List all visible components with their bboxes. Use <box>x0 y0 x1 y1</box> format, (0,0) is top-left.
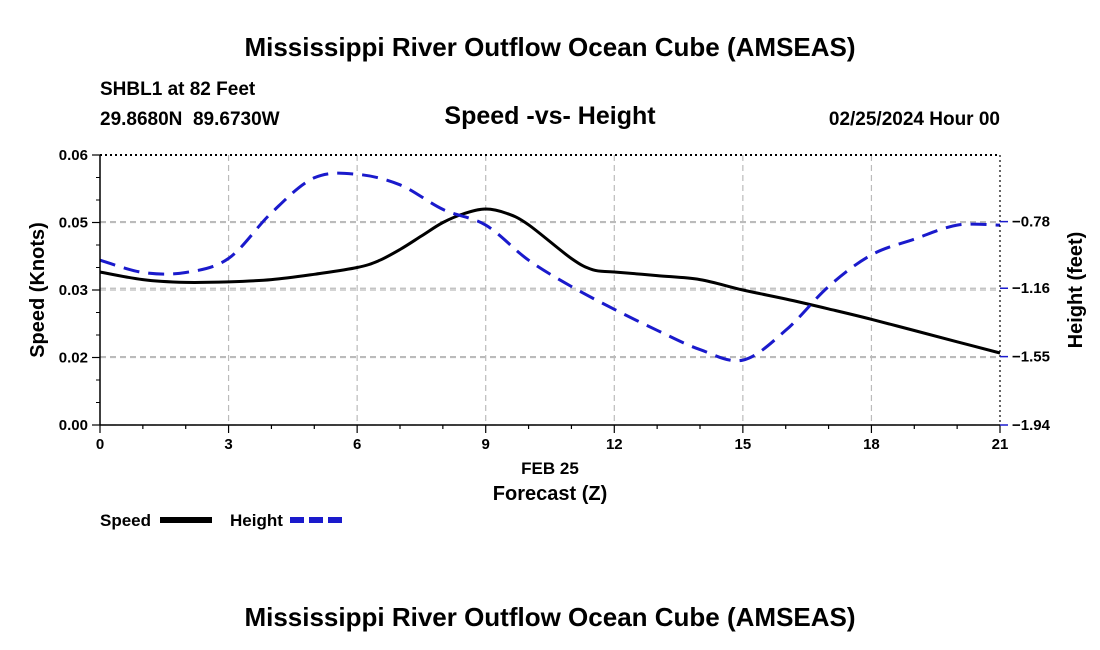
coords-label: 29.8680N 89.6730W <box>100 109 280 130</box>
x-tick-label: 21 <box>992 436 1009 453</box>
y-axis-right-label: Height (feet) <box>1065 232 1087 349</box>
y-right-tick-label: −1.94 <box>1012 417 1051 434</box>
y-left-tick-label: 0.05 <box>59 215 88 232</box>
axes: 0 3 6 9 12 15 18 21 0.00 0.02 0.03 0.05 0.06 −0.78 −1.… <box>59 147 1051 453</box>
chart-title: Speed -vs- Height <box>444 102 656 130</box>
x-tick-label: 18 <box>863 436 880 453</box>
main-title: Mississippi River Outflow Ocean Cube (AM… <box>244 32 855 62</box>
legend-height-label: Height <box>230 511 283 530</box>
height-series-line <box>99 171 1001 363</box>
x-axis-label: Forecast (Z) <box>493 483 607 505</box>
legend: Speed Height <box>100 511 342 530</box>
x-tick-label: 3 <box>224 436 232 453</box>
x-tick-label: 0 <box>96 436 104 453</box>
x-tick-label: 9 <box>482 436 490 453</box>
y-left-tick-label: 0.00 <box>59 417 88 434</box>
series-lines <box>99 171 1001 363</box>
x-tick-label: 15 <box>735 436 752 453</box>
grid-lines <box>100 155 1000 426</box>
y-left-tick-label: 0.02 <box>59 350 88 367</box>
speed-series-line <box>99 207 1001 355</box>
y-right-tick-label: −1.16 <box>1012 280 1050 297</box>
x-tick-label: 12 <box>606 436 623 453</box>
footer-title: Mississippi River Outflow Ocean Cube (AM… <box>244 602 855 632</box>
x-tick-label: 6 <box>353 436 361 453</box>
x-date-label: FEB 25 <box>521 459 579 478</box>
legend-speed-label: Speed <box>100 511 151 530</box>
y-right-tick-label: −0.78 <box>1012 214 1050 231</box>
date-label: 02/25/2024 Hour 00 <box>829 109 1000 130</box>
y-left-tick-label: 0.06 <box>59 147 88 164</box>
y-axis-left-label: Speed (Knots) <box>27 222 49 358</box>
y-left-tick-label: 0.03 <box>59 282 88 299</box>
station-label: SHBL1 at 82 Feet <box>100 79 256 100</box>
y-right-tick-label: −1.55 <box>1012 349 1050 366</box>
